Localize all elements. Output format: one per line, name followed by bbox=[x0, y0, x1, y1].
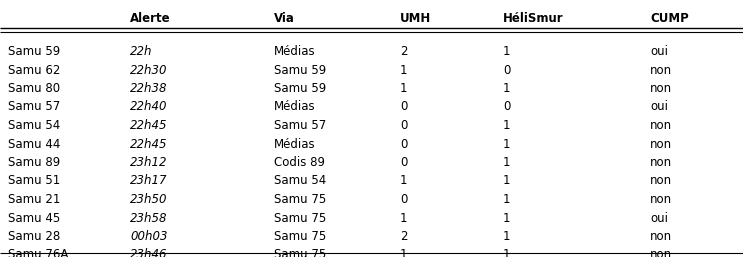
Text: Samu 54: Samu 54 bbox=[8, 119, 60, 132]
Text: non: non bbox=[650, 82, 672, 95]
Text: Via: Via bbox=[274, 12, 295, 25]
Text: Samu 54: Samu 54 bbox=[274, 175, 326, 188]
Text: Samu 75: Samu 75 bbox=[274, 249, 326, 257]
Text: 0: 0 bbox=[400, 156, 407, 169]
Text: 1: 1 bbox=[400, 63, 407, 77]
Text: 0: 0 bbox=[400, 119, 407, 132]
Text: 1: 1 bbox=[503, 175, 510, 188]
Text: Médias: Médias bbox=[274, 100, 316, 114]
Text: non: non bbox=[650, 193, 672, 206]
Text: 1: 1 bbox=[400, 175, 407, 188]
Text: Samu 45: Samu 45 bbox=[8, 212, 60, 225]
Text: Médias: Médias bbox=[274, 45, 316, 58]
Text: 23h50: 23h50 bbox=[130, 193, 167, 206]
Text: 0: 0 bbox=[503, 63, 510, 77]
Text: Samu 89: Samu 89 bbox=[8, 156, 60, 169]
Text: non: non bbox=[650, 249, 672, 257]
Text: 1: 1 bbox=[503, 249, 510, 257]
Text: Samu 62: Samu 62 bbox=[8, 63, 60, 77]
Text: Samu 28: Samu 28 bbox=[8, 230, 60, 243]
Text: Médias: Médias bbox=[274, 137, 316, 151]
Text: non: non bbox=[650, 137, 672, 151]
Text: Samu 59: Samu 59 bbox=[274, 63, 326, 77]
Text: 1: 1 bbox=[503, 82, 510, 95]
Text: 2: 2 bbox=[400, 230, 407, 243]
Text: 22h45: 22h45 bbox=[130, 119, 167, 132]
Text: 1: 1 bbox=[503, 212, 510, 225]
Text: HéliSmur: HéliSmur bbox=[503, 12, 564, 25]
Text: non: non bbox=[650, 156, 672, 169]
Text: 0: 0 bbox=[400, 193, 407, 206]
Text: Samu 75: Samu 75 bbox=[274, 212, 326, 225]
Text: Samu 57: Samu 57 bbox=[8, 100, 60, 114]
Text: 1: 1 bbox=[503, 156, 510, 169]
Text: 22h45: 22h45 bbox=[130, 137, 167, 151]
Text: 1: 1 bbox=[400, 82, 407, 95]
Text: oui: oui bbox=[650, 100, 668, 114]
Text: Codis 89: Codis 89 bbox=[274, 156, 325, 169]
Text: 0: 0 bbox=[400, 137, 407, 151]
Text: Samu 51: Samu 51 bbox=[8, 175, 60, 188]
Text: non: non bbox=[650, 230, 672, 243]
Text: 1: 1 bbox=[503, 45, 510, 58]
Text: Samu 57: Samu 57 bbox=[274, 119, 326, 132]
Text: CUMP: CUMP bbox=[650, 12, 689, 25]
Text: 00h03: 00h03 bbox=[130, 230, 167, 243]
Text: 1: 1 bbox=[400, 249, 407, 257]
Text: UMH: UMH bbox=[400, 12, 431, 25]
Text: non: non bbox=[650, 119, 672, 132]
Text: 0: 0 bbox=[503, 100, 510, 114]
Text: 22h30: 22h30 bbox=[130, 63, 167, 77]
Text: 2: 2 bbox=[400, 45, 407, 58]
Text: Samu 44: Samu 44 bbox=[8, 137, 60, 151]
Text: 22h40: 22h40 bbox=[130, 100, 167, 114]
Text: 23h46: 23h46 bbox=[130, 249, 167, 257]
Text: Samu 76A: Samu 76A bbox=[8, 249, 68, 257]
Text: 1: 1 bbox=[503, 230, 510, 243]
Text: 1: 1 bbox=[503, 119, 510, 132]
Text: 23h17: 23h17 bbox=[130, 175, 167, 188]
Text: non: non bbox=[650, 175, 672, 188]
Text: Samu 21: Samu 21 bbox=[8, 193, 60, 206]
Text: Samu 75: Samu 75 bbox=[274, 230, 326, 243]
Text: 22h: 22h bbox=[130, 45, 152, 58]
Text: Samu 59: Samu 59 bbox=[8, 45, 60, 58]
Text: Alerte: Alerte bbox=[130, 12, 171, 25]
Text: 23h12: 23h12 bbox=[130, 156, 167, 169]
Text: 1: 1 bbox=[503, 137, 510, 151]
Text: 22h38: 22h38 bbox=[130, 82, 167, 95]
Text: 1: 1 bbox=[503, 193, 510, 206]
Text: oui: oui bbox=[650, 45, 668, 58]
Text: non: non bbox=[650, 63, 672, 77]
Text: Samu 59: Samu 59 bbox=[274, 82, 326, 95]
Text: 1: 1 bbox=[400, 212, 407, 225]
Text: Samu 80: Samu 80 bbox=[8, 82, 60, 95]
Text: oui: oui bbox=[650, 212, 668, 225]
Text: 23h58: 23h58 bbox=[130, 212, 167, 225]
Text: 0: 0 bbox=[400, 100, 407, 114]
Text: Samu 75: Samu 75 bbox=[274, 193, 326, 206]
